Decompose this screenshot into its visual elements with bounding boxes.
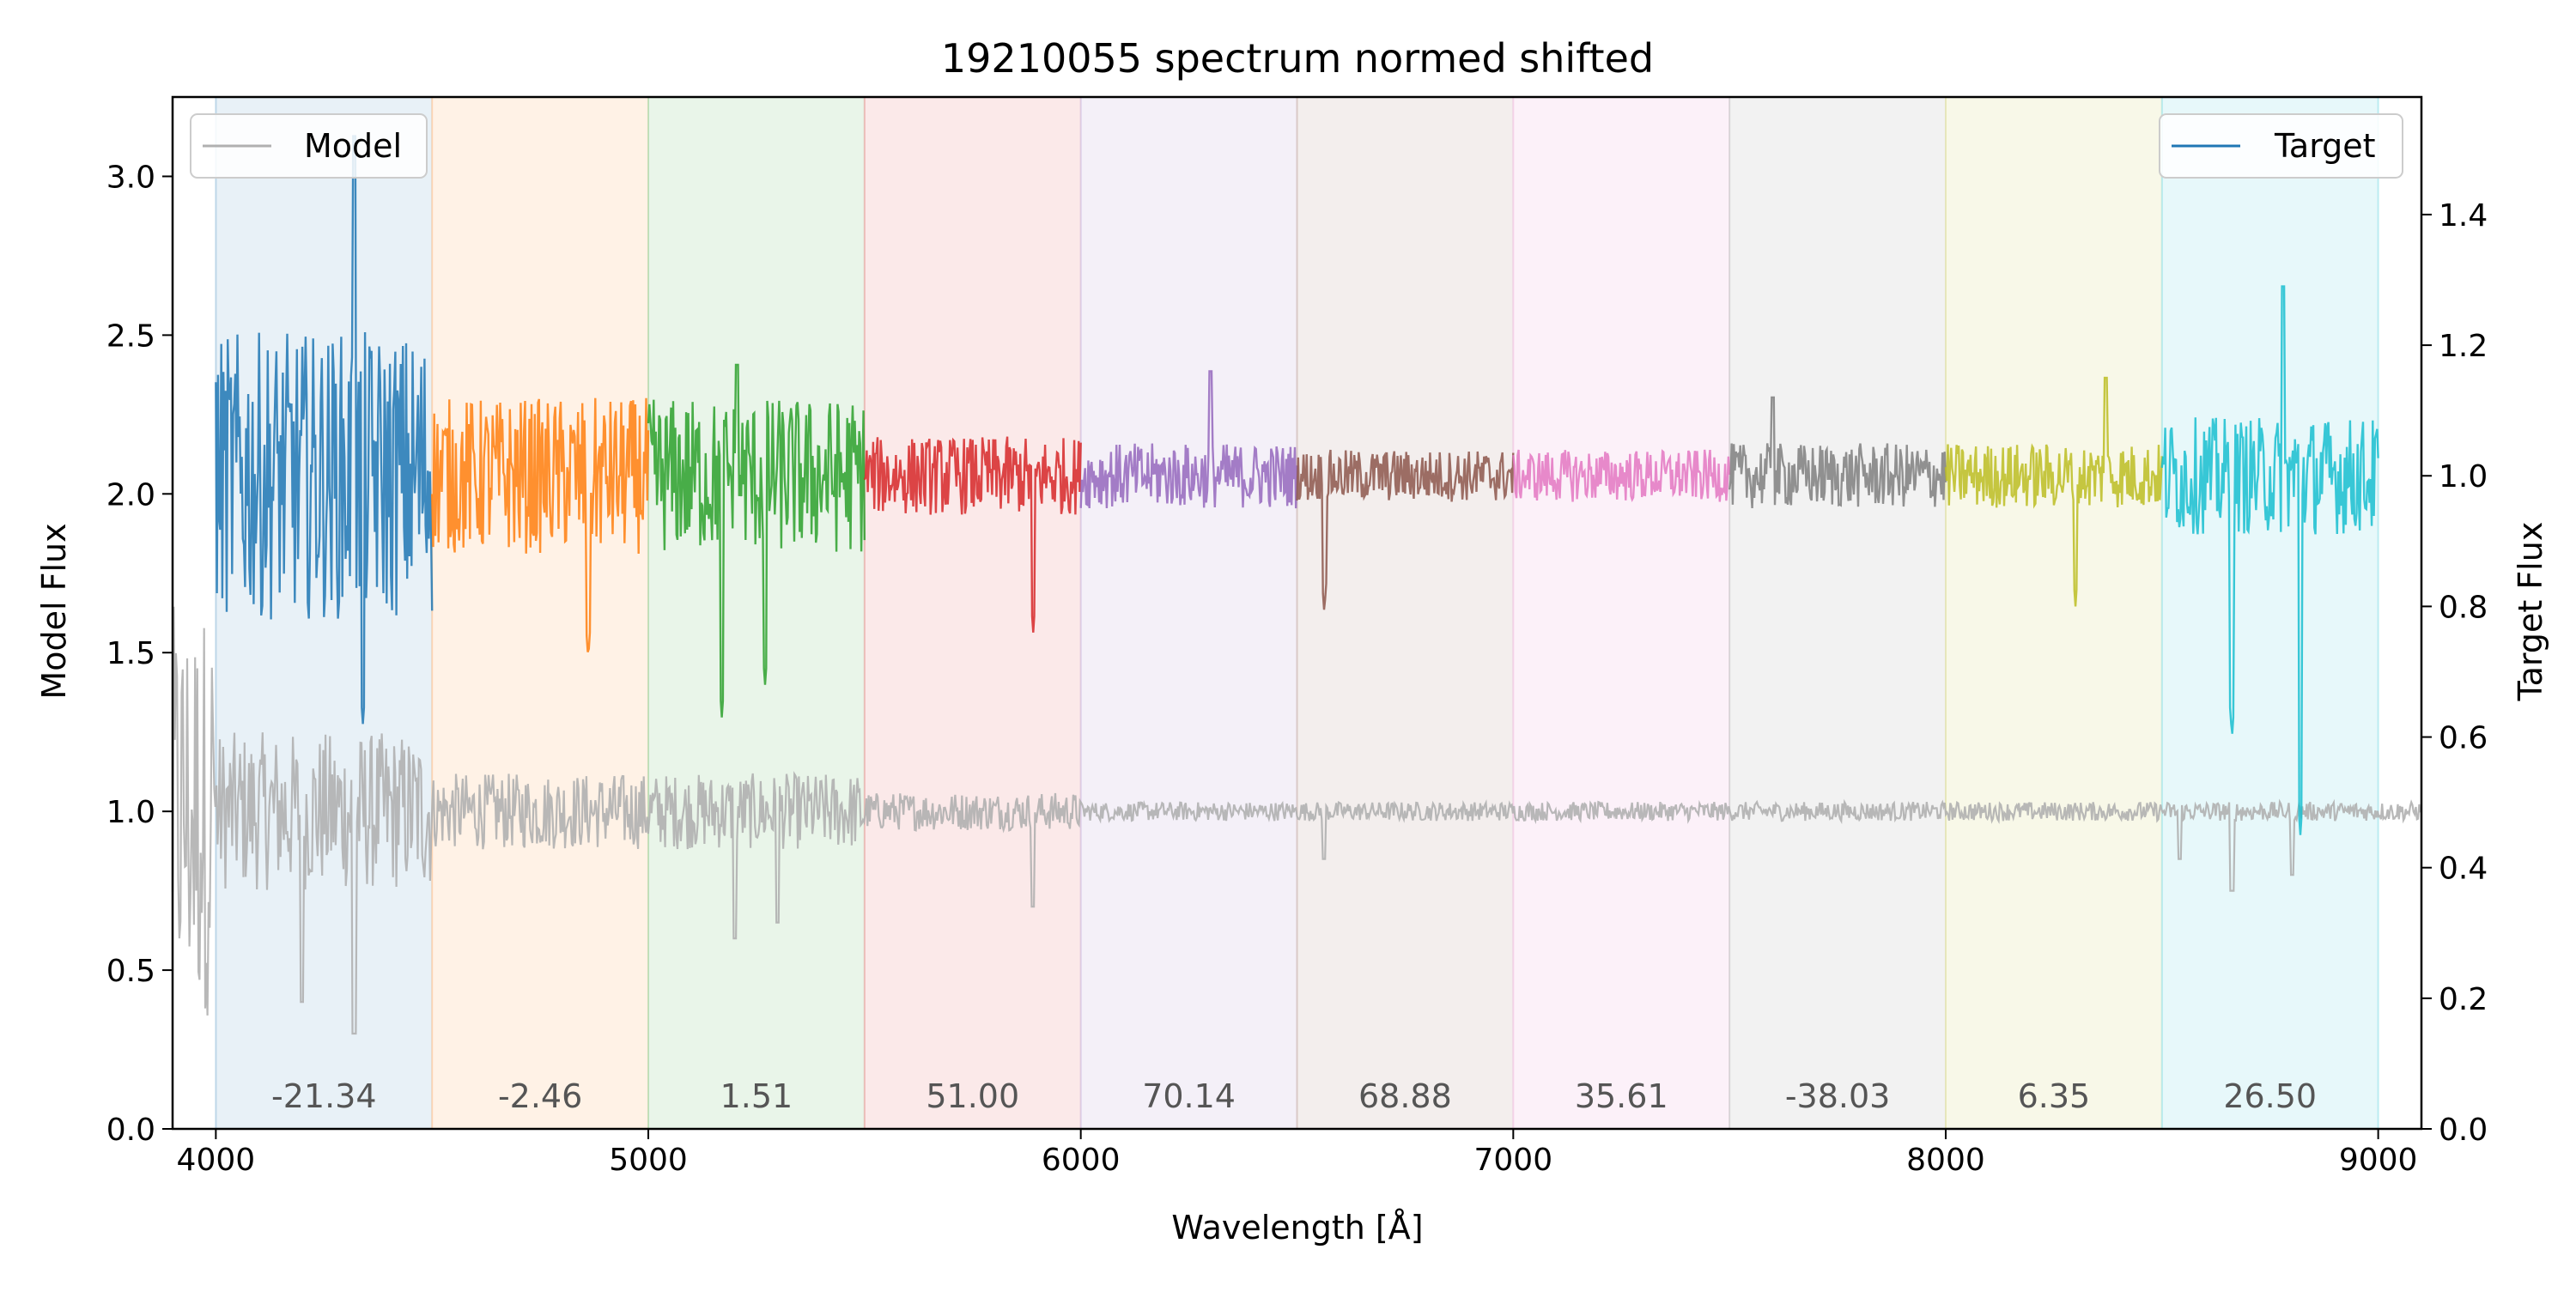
y-right-tick-label-5: 1.0 [2439, 459, 2488, 494]
target-series-line-6 [1512, 449, 1731, 503]
segment-shift-label-1: -2.46 [498, 1077, 582, 1115]
segment-shift-label-0: -21.34 [271, 1077, 377, 1115]
legend-target-box [2159, 113, 2403, 179]
y-axis-label-right: Target Flux [2512, 522, 2549, 702]
segment-band-7 [1729, 97, 1946, 1129]
model-series-line [171, 606, 2421, 1035]
legend-target-label: Target [2274, 127, 2376, 165]
target-series-line-9 [2160, 285, 2379, 835]
y-right-tick-label-3: 0.6 [2439, 721, 2488, 756]
target-series-line-7 [1728, 396, 1947, 508]
y-axis-label-left: Model Flux [35, 523, 73, 699]
y-left-tick-label-1: 0.5 [106, 954, 155, 989]
y-left-tick-label-3: 1.5 [106, 636, 155, 671]
segment-band-2 [648, 97, 865, 1129]
x-tick-label-4: 8000 [1906, 1143, 1985, 1178]
x-tick-label-3: 7000 [1474, 1143, 1553, 1178]
segment-shift-label-9: 26.50 [2223, 1077, 2317, 1115]
target-series-line-3 [863, 436, 1082, 633]
y-right-tick-label-7: 1.4 [2439, 198, 2488, 234]
axes: 4000 5000 6000 7000 8000 9000 0.0 0.5 1.0 1.5 2.0 2… [106, 95, 2488, 1178]
target-series-line-8 [1944, 376, 2163, 607]
model-series-layer [171, 606, 2421, 1035]
y-left-tick-label-0: 0.0 [106, 1113, 155, 1148]
segment-band-4 [1080, 97, 1297, 1129]
x-tick-label-2: 6000 [1042, 1143, 1121, 1178]
segment-band-8 [1945, 97, 2162, 1129]
legend-model-box [190, 113, 428, 179]
segment-shift-label-6: 35.61 [1575, 1077, 1668, 1115]
segment-shift-label-7: -38.03 [1785, 1077, 1891, 1115]
y-right-tick-label-2: 0.4 [2439, 852, 2488, 887]
y-right-tick-label-1: 0.2 [2439, 982, 2488, 1017]
chart-title: 19210055 spectrum normed shifted [941, 35, 1654, 82]
y-left-tick-label-4: 2.0 [106, 477, 155, 513]
x-tick-label-5: 9000 [2339, 1143, 2418, 1178]
segment-band-9 [2161, 97, 2379, 1129]
segment-shift-label-8: 6.35 [2018, 1077, 2091, 1115]
segment-shift-label-4: 70.14 [1142, 1077, 1236, 1115]
x-tick-label-1: 5000 [609, 1143, 688, 1178]
segment-shift-label-5: 68.88 [1358, 1077, 1452, 1115]
y-left-tick-label-2: 1.0 [106, 795, 155, 830]
legend-model-label: Model [304, 127, 402, 165]
x-axis-label: Wavelength [Å] [1171, 1209, 1423, 1247]
y-right-tick-label-6: 1.2 [2439, 329, 2488, 364]
plot-frame [171, 95, 2423, 1131]
segment-labels: -21.34 -2.46 1.51 51.00 70.14 68.88 35.61 -38.0… [271, 1077, 2317, 1115]
target-series-line-2 [647, 363, 866, 718]
segment-bands [215, 97, 2379, 1129]
segment-band-5 [1297, 97, 1514, 1129]
segment-band-3 [864, 97, 1081, 1129]
segment-band-6 [1513, 97, 1730, 1129]
y-right-tick-label-4: 0.8 [2439, 590, 2488, 625]
target-series-line-5 [1296, 449, 1515, 610]
y-left-tick-label-6: 3.0 [106, 160, 155, 195]
legends: Model Target [190, 113, 2403, 179]
y-left-tick-label-5: 2.5 [106, 318, 155, 354]
segment-shift-label-3: 51.00 [926, 1077, 1019, 1115]
target-series-layer [215, 135, 2379, 835]
y-right-tick-label-0: 0.0 [2439, 1113, 2488, 1148]
target-series-line-4 [1079, 370, 1298, 509]
x-tick-label-0: 4000 [177, 1143, 256, 1178]
target-series-line-0 [215, 135, 434, 725]
segment-band-1 [432, 97, 649, 1129]
target-series-line-1 [431, 397, 650, 652]
segment-shift-label-2: 1.51 [720, 1077, 793, 1115]
